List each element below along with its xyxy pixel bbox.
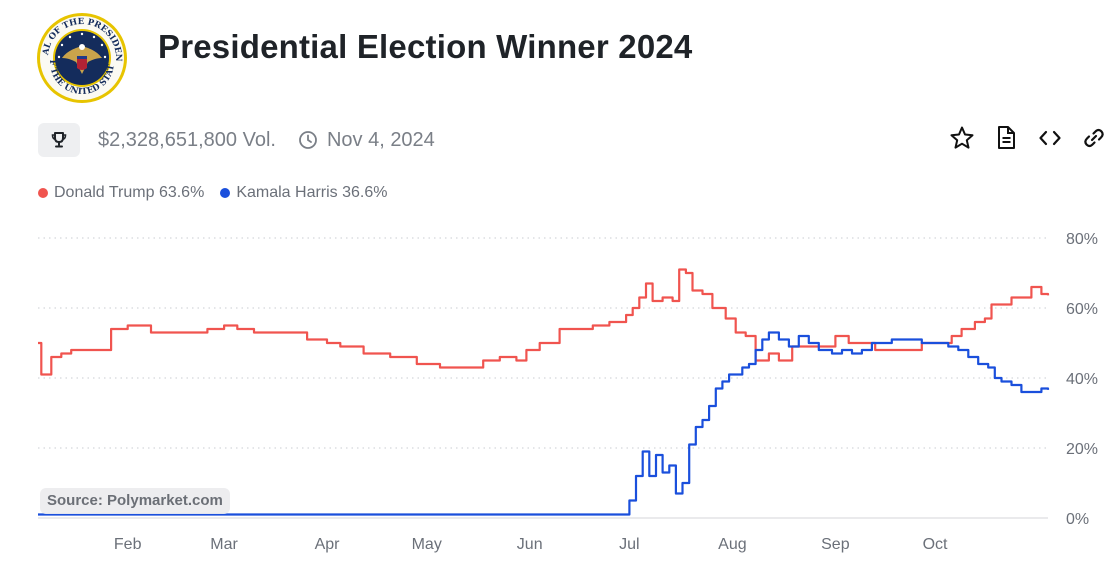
market-title: Presidential Election Winner 2024 (158, 28, 693, 65)
legend-label-harris: Kamala Harris 36.6% (236, 184, 388, 201)
legend-item-trump[interactable]: Donald Trump 63.6% (38, 184, 204, 202)
x-tick-label: Apr (315, 536, 341, 553)
legend-dot-harris (220, 188, 231, 198)
trophy-badge[interactable] (38, 123, 80, 157)
legend-dot-trump (38, 188, 48, 198)
x-tick-label: Sep (821, 536, 850, 553)
market-meta: $2,328,651,800 Vol. Nov 4, 2024 (38, 122, 435, 158)
copy-link-button[interactable] (1080, 124, 1108, 152)
y-tick-label: 60% (1066, 301, 1098, 318)
presidential-seal-logo: SEAL OF THE PRESIDENT OF THE UNITED STAT… (36, 12, 127, 103)
action-bar (948, 124, 1108, 152)
end-date: Nov 4, 2024 (298, 129, 435, 152)
x-tick-label: Oct (923, 536, 948, 553)
star-icon (950, 126, 974, 149)
document-icon (998, 126, 1015, 149)
embed-button[interactable] (1036, 124, 1064, 152)
x-tick-label: Mar (210, 536, 238, 553)
chart-legend: Donald Trump 63.6% Kamala Harris 36.6% (38, 184, 387, 202)
favorite-button[interactable] (948, 124, 976, 152)
legend-item-harris[interactable]: Kamala Harris 36.6% (220, 184, 387, 202)
x-tick-label: Jul (619, 536, 639, 553)
y-tick-label: 40% (1066, 371, 1098, 388)
date-text: Nov 4, 2024 (326, 128, 435, 151)
rules-button[interactable] (992, 124, 1020, 152)
y-tick-label: 0% (1066, 511, 1089, 528)
trophy-icon (51, 132, 67, 148)
y-tick-label: 80% (1066, 231, 1098, 248)
legend-label-trump: Donald Trump 63.6% (54, 184, 205, 201)
source-label: Source: Polymarket.com (40, 488, 230, 514)
code-icon (1039, 130, 1061, 146)
series-line-kamala-harris[interactable] (38, 331, 1050, 516)
x-tick-label: May (412, 536, 442, 553)
link-icon (1084, 128, 1104, 148)
x-tick-label: Aug (718, 536, 746, 553)
x-tick-label: Jun (517, 536, 543, 553)
series-line-donald-trump[interactable] (38, 268, 1050, 376)
clock-icon (299, 131, 317, 149)
volume-text: $2,328,651,800 Vol. (98, 128, 276, 151)
x-tick-label: Feb (114, 536, 142, 553)
y-tick-label: 20% (1066, 441, 1098, 458)
